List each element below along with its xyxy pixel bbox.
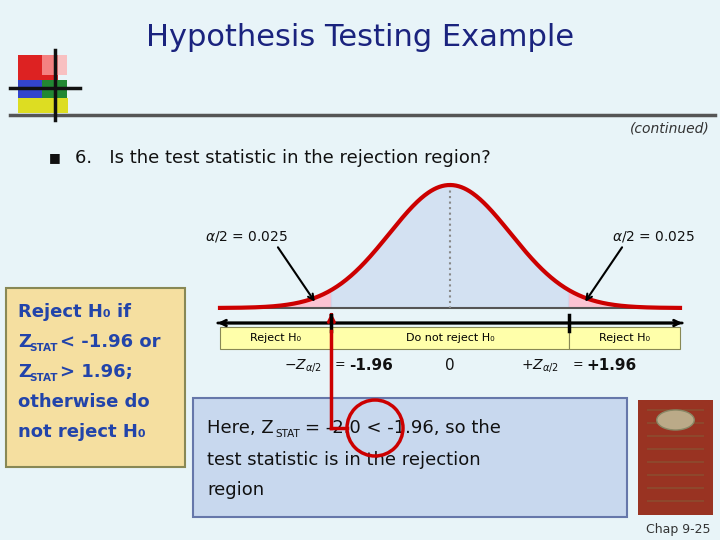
Text: Reject H₀: Reject H₀ [599,333,650,343]
Text: > 1.96;: > 1.96; [60,363,132,381]
Text: $+Z_{\alpha/2}$: $+Z_{\alpha/2}$ [521,356,559,374]
Text: Here, Z: Here, Z [207,419,274,437]
Text: STAT: STAT [29,343,58,353]
Text: 0: 0 [445,357,455,373]
Text: < -1.96 or: < -1.96 or [60,333,161,351]
Text: -1.96: -1.96 [349,357,393,373]
Ellipse shape [657,410,694,430]
FancyBboxPatch shape [6,288,185,467]
Text: Reject H₀ if: Reject H₀ if [18,303,131,321]
Text: $-Z_{\alpha/2}$: $-Z_{\alpha/2}$ [284,356,321,374]
Bar [569,327,680,349]
Text: ■: ■ [49,152,61,165]
Bar [331,327,569,349]
Text: =: = [331,359,350,372]
Text: test statistic is in the rejection: test statistic is in the rejection [207,451,481,469]
Text: Chap 9-25: Chap 9-25 [646,523,710,537]
Text: Z: Z [18,333,31,351]
Bar [18,55,58,95]
FancyBboxPatch shape [193,398,627,517]
Text: otherwise do: otherwise do [18,393,150,411]
Text: region: region [207,481,264,499]
Bar [42,80,67,100]
Polygon shape [569,291,680,308]
Text: STAT: STAT [275,429,300,439]
Text: Reject H₀: Reject H₀ [250,333,301,343]
Bar [18,98,68,113]
Bar [220,327,331,349]
Text: STAT: STAT [29,373,58,383]
Text: Hypothesis Testing Example: Hypothesis Testing Example [146,24,574,52]
Polygon shape [331,185,569,308]
Text: Do not reject H₀: Do not reject H₀ [405,333,495,343]
Polygon shape [220,291,331,308]
Text: Z: Z [18,363,31,381]
Bar [18,80,43,100]
Text: $\alpha$/2 = 0.025: $\alpha$/2 = 0.025 [205,230,288,245]
Text: not reject H₀: not reject H₀ [18,423,145,441]
Text: = -2.0 < -1.96, so the: = -2.0 < -1.96, so the [305,419,501,437]
Text: 6.   Is the test statistic in the rejection region?: 6. Is the test statistic in the rejectio… [75,149,491,167]
Text: (continued): (continued) [630,121,710,135]
Text: $\alpha$/2 = 0.025: $\alpha$/2 = 0.025 [612,230,695,245]
Bar [42,55,67,75]
Text: =: = [569,359,588,372]
Bar [638,400,713,515]
Text: +1.96: +1.96 [587,357,637,373]
